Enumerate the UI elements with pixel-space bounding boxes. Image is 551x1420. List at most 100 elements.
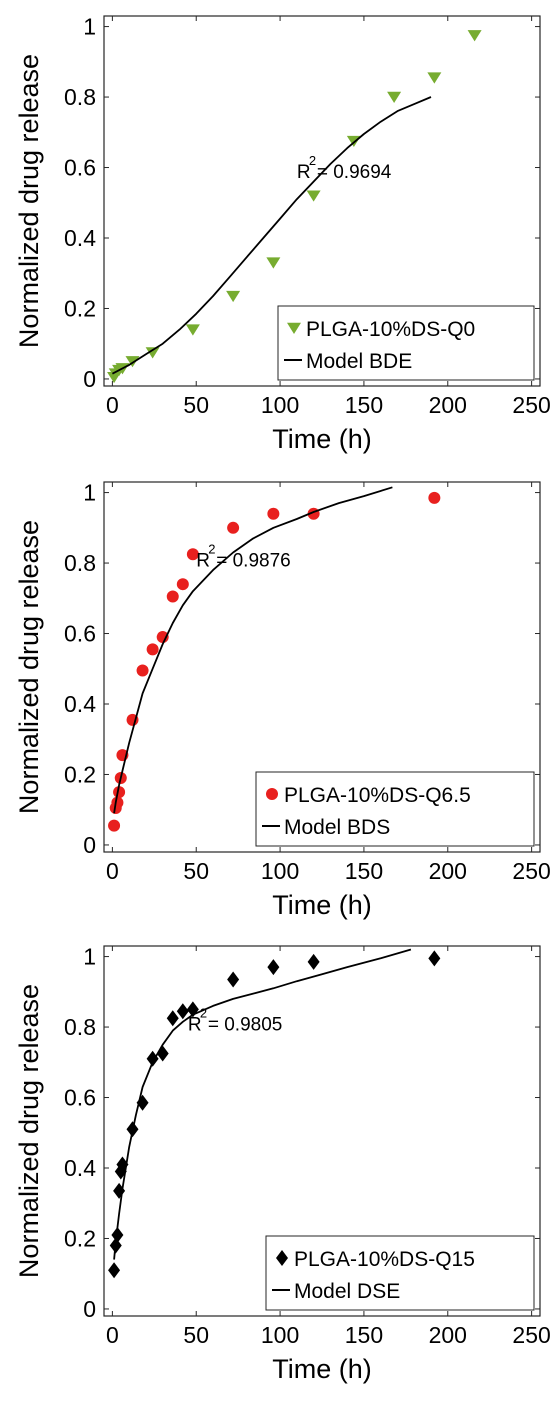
x-tick-label: 0	[106, 392, 119, 418]
x-axis-title: Time (h)	[272, 1354, 372, 1384]
x-tick-label: 200	[429, 1322, 467, 1348]
legend-marker-swatch	[287, 322, 301, 334]
legend-entry-label: PLGA-10%DS-Q6.5	[284, 784, 471, 807]
data-point	[176, 1003, 189, 1020]
data-point	[266, 257, 281, 269]
data-point	[146, 643, 159, 656]
r-squared-label: R	[297, 162, 311, 183]
y-tick-label: 0	[83, 832, 96, 858]
x-tick-label: 100	[261, 858, 299, 884]
r-squared-superscript: 2	[309, 153, 316, 168]
y-tick-label: 0	[83, 1296, 96, 1322]
x-tick-label: 250	[512, 392, 550, 418]
y-axis-title: Normalized drug release	[14, 984, 44, 1278]
y-tick-label: 0.8	[64, 1014, 96, 1040]
y-tick-label: 0.2	[64, 761, 96, 787]
y-tick-label: 0.4	[64, 691, 96, 717]
r-squared-value: = 0.9876	[216, 551, 291, 572]
x-tick-label: 100	[261, 392, 299, 418]
series-line-model-bds	[113, 486, 393, 814]
y-tick-label: 0.6	[64, 155, 96, 181]
x-tick-label: 250	[512, 858, 550, 884]
y-tick-label: 0.2	[64, 295, 96, 321]
data-point	[176, 578, 189, 591]
legend-entry-label: PLGA-10%DS-Q15	[294, 1248, 475, 1271]
data-point	[108, 819, 121, 832]
r-squared-label: R	[196, 551, 210, 572]
data-point	[186, 548, 199, 561]
data-point	[146, 1050, 159, 1067]
y-tick-label: 0.6	[64, 1085, 96, 1111]
data-point	[227, 971, 240, 988]
x-tick-label: 200	[429, 858, 467, 884]
x-axis-title: Time (h)	[272, 424, 372, 454]
y-tick-label: 0	[83, 366, 96, 392]
x-tick-label: 150	[345, 858, 383, 884]
data-point	[267, 507, 280, 520]
y-tick-label: 0.8	[64, 550, 96, 576]
x-tick-label: 50	[183, 1322, 209, 1348]
legend: PLGA-10%DS-Q0 Model BDE	[277, 305, 535, 381]
series-line-model-bde	[111, 96, 432, 375]
r-squared-label: R	[188, 1015, 202, 1036]
chart-panel-2: 0 50 100 150 200 250 0 0.2 0.4 0.6 0.8 1 Time (h) Nor…	[14, 480, 551, 920]
data-point	[428, 491, 441, 504]
data-point	[467, 30, 482, 42]
data-point	[306, 190, 321, 202]
data-point	[136, 664, 149, 677]
x-tick-label: 100	[261, 1322, 299, 1348]
legend-box	[265, 1235, 535, 1311]
y-tick-label: 0.6	[64, 621, 96, 647]
x-tick-label: 250	[512, 1322, 550, 1348]
data-point	[227, 521, 240, 534]
legend-entry-label: Model DSE	[294, 1280, 400, 1303]
y-tick-label: 0.8	[64, 84, 96, 110]
legend-box	[255, 771, 535, 847]
data-point	[226, 290, 241, 303]
data-point	[307, 953, 320, 970]
r-squared-superscript: 2	[200, 1006, 207, 1021]
legend-entry-label: PLGA-10%DS-Q0	[306, 318, 475, 341]
series-line-model-dse	[113, 948, 412, 1260]
chart-panel-3: 0 50 100 150 200 250 0 0.2 0.4 0.6 0.8 1 Time (h) Nor…	[14, 944, 551, 1384]
data-point	[387, 91, 402, 103]
y-axis-title: Normalized drug release	[14, 520, 44, 814]
legend: PLGA-10%DS-Q6.5 Model BDS	[255, 771, 535, 847]
x-tick-label: 0	[106, 1322, 119, 1348]
data-point	[156, 631, 169, 644]
y-tick-label: 0.4	[64, 1155, 96, 1181]
legend: PLGA-10%DS-Q15 Model DSE	[265, 1235, 535, 1311]
legend-entry-label: Model BDS	[284, 816, 390, 839]
data-point	[145, 347, 160, 359]
y-tick-label: 1	[83, 14, 96, 40]
x-tick-label: 200	[429, 392, 467, 418]
legend-box	[277, 305, 535, 381]
data-point	[185, 324, 200, 336]
data-point	[113, 786, 126, 799]
x-tick-label: 50	[183, 858, 209, 884]
r-squared-value: = 0.9805	[208, 1015, 283, 1036]
data-point	[125, 356, 140, 368]
chart-panel-1: 0 50 100 150 200 250 0 0.2 0.4 0.6 0.8 1 Time (h) Nor…	[14, 14, 551, 454]
data-point	[108, 1262, 121, 1279]
y-tick-label: 1	[83, 480, 96, 506]
y-tick-label: 0.4	[64, 225, 96, 251]
data-point	[428, 950, 441, 967]
data-point	[166, 590, 179, 603]
data-point	[267, 959, 280, 976]
r-squared-value: = 0.9694	[317, 162, 392, 183]
y-tick-label: 0.2	[64, 1225, 96, 1251]
y-tick-label: 1	[83, 944, 96, 970]
legend-entry-label: Model BDE	[306, 350, 412, 373]
x-tick-label: 0	[106, 858, 119, 884]
data-point	[166, 1010, 179, 1027]
x-axis-title: Time (h)	[272, 890, 372, 920]
legend-marker-swatch	[276, 1250, 288, 1266]
x-tick-label: 150	[345, 1322, 383, 1348]
legend-marker-swatch	[266, 788, 278, 800]
data-point	[427, 72, 442, 84]
x-tick-label: 150	[345, 392, 383, 418]
y-axis-title: Normalized drug release	[14, 54, 44, 348]
x-tick-label: 50	[183, 392, 209, 418]
